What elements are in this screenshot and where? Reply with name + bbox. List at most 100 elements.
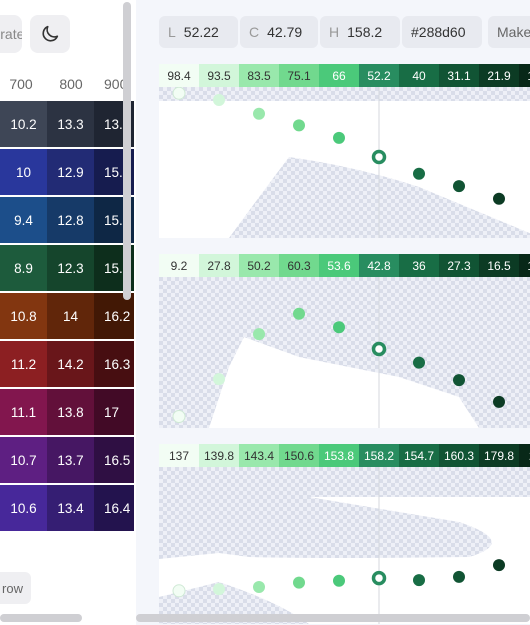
chroma-swatch-value[interactable]: 27.8: [199, 254, 239, 277]
hue-swatch-value[interactable]: 210: [519, 444, 530, 467]
hue-swatch-value[interactable]: 154.7: [399, 444, 439, 467]
chroma-swatch-value[interactable]: 16.5: [479, 254, 519, 277]
chroma-plot[interactable]: [159, 277, 530, 428]
hue-point: [293, 576, 305, 589]
lightness-key: L: [168, 24, 176, 40]
chroma-swatch-value[interactable]: 42.8: [359, 254, 399, 277]
lightness-value: 52.22: [183, 24, 219, 40]
palette-cell[interactable]: 13.4: [47, 485, 94, 531]
chroma-swatch-value[interactable]: 36: [399, 254, 439, 277]
palette-cell[interactable]: 10.7: [0, 437, 47, 483]
palette-cell[interactable]: 16.3: [94, 341, 134, 387]
palette-cell[interactable]: 8.9: [0, 245, 47, 291]
hue-point-selected: [371, 570, 387, 586]
palette-cell[interactable]: 16.2: [94, 293, 134, 339]
lightness-swatch-value[interactable]: 21.9: [479, 64, 519, 87]
lightness-out-of-gamut-area: [159, 87, 530, 238]
palette-cell[interactable]: 11.2: [0, 341, 47, 387]
lightness-point: [493, 192, 505, 205]
palette-cell[interactable]: 12.9: [47, 149, 94, 195]
column-header-900: 900: [104, 76, 128, 92]
lightness-swatch-value[interactable]: 14.4: [519, 64, 530, 87]
hue-swatch-value[interactable]: 143.4: [239, 444, 279, 467]
chroma-swatch-value[interactable]: 53.6: [319, 254, 359, 277]
theme-toggle-button[interactable]: [30, 15, 70, 53]
palette-cell[interactable]: 14.2: [47, 341, 94, 387]
hue-swatch-value[interactable]: 160.3: [439, 444, 479, 467]
lightness-point: [293, 119, 305, 132]
palette-cell[interactable]: 10.2: [0, 101, 47, 147]
palette-horizontal-scrollbar[interactable]: [0, 614, 82, 622]
hue-swatch-value[interactable]: 139.8: [199, 444, 239, 467]
hue-chart-card: 137 139.8 143.4 150.6 153.8 158.2 154.7 160.3 17…: [159, 444, 530, 624]
add-row-button[interactable]: Add row: [0, 572, 31, 604]
palette-cell[interactable]: 13.7: [47, 437, 94, 483]
chroma-point: [253, 328, 265, 341]
palette-cell[interactable]: 10.8: [0, 293, 47, 339]
lightness-swatch-value[interactable]: 31.1: [439, 64, 479, 87]
palette-cell[interactable]: 17: [94, 389, 134, 435]
chroma-swatch-value[interactable]: 50.2: [239, 254, 279, 277]
chroma-point-selected: [371, 341, 387, 357]
lightness-point: [453, 180, 465, 193]
lightness-swatch-value[interactable]: 40: [399, 64, 439, 87]
moon-icon: [42, 25, 59, 42]
palette-cell[interactable]: 10.6: [0, 485, 47, 531]
column-header-700: 700: [9, 76, 33, 92]
lightness-swatch-value[interactable]: 66: [319, 64, 359, 87]
hue-point: [333, 574, 345, 587]
hue-swatch-value[interactable]: 137: [159, 444, 199, 467]
chroma-field[interactable]: C 42.79: [240, 16, 318, 48]
chroma-swatch-value[interactable]: 60.3: [279, 254, 319, 277]
chroma-key: C: [249, 24, 260, 40]
chroma-swatch-value[interactable]: 10.4: [519, 254, 530, 277]
palette-cell[interactable]: 11.1: [0, 389, 47, 435]
lightness-swatch-value[interactable]: 75.1: [279, 64, 319, 87]
make-button[interactable]: Make: [488, 16, 530, 48]
column-header-800: 800: [59, 76, 83, 92]
palette-cell[interactable]: 16.4: [94, 485, 134, 531]
palette-cell[interactable]: 14: [47, 293, 94, 339]
hex-value: #288d60: [411, 24, 466, 40]
palette-cell[interactable]: 10: [0, 149, 47, 195]
hue-swatch-value[interactable]: 158.2: [359, 444, 399, 467]
palette-cell[interactable]: 13.3: [47, 101, 94, 147]
lightness-swatch-value[interactable]: 52.2: [359, 64, 399, 87]
add-row-label: Add row: [0, 580, 23, 596]
palette-panel: Generate 700 800 900 10.213.313.41012.91…: [0, 0, 136, 625]
palette-cell[interactable]: 12.8: [47, 197, 94, 243]
lightness-point: [213, 93, 225, 106]
hue-value: 158.2: [347, 24, 383, 40]
palette-cell[interactable]: 12.3: [47, 245, 94, 291]
lightness-point-selected: [371, 149, 387, 165]
generate-button[interactable]: Generate: [0, 15, 22, 53]
chroma-swatch-value[interactable]: 9.2: [159, 254, 199, 277]
lightness-plot[interactable]: [159, 87, 530, 238]
chroma-point: [453, 374, 465, 387]
hue-plot[interactable]: [159, 467, 530, 624]
hue-value-strip: 137 139.8 143.4 150.6 153.8 158.2 154.7 160.3 17…: [159, 444, 530, 467]
lightness-swatch-value[interactable]: 98.4: [159, 64, 199, 87]
palette-cell[interactable]: 9.4: [0, 197, 47, 243]
lightness-swatch-value[interactable]: 83.5: [239, 64, 279, 87]
chroma-swatch-value[interactable]: 27.3: [439, 254, 479, 277]
palette-cell[interactable]: 16.5: [94, 437, 134, 483]
hex-field[interactable]: #288d60: [402, 16, 482, 48]
vertical-scrollbar[interactable]: [123, 2, 131, 300]
hue-swatch-value[interactable]: 153.8: [319, 444, 359, 467]
lightness-swatch-value[interactable]: 93.5: [199, 64, 239, 87]
chroma-point: [333, 321, 345, 334]
lightness-point: [413, 167, 425, 180]
chroma-point: [493, 395, 505, 408]
palette-cell[interactable]: 13.8: [47, 389, 94, 435]
lightness-field[interactable]: L 52.22: [159, 16, 238, 48]
editor-horizontal-scrollbar[interactable]: [136, 614, 530, 622]
chroma-point: [172, 410, 186, 424]
hue-swatch-value[interactable]: 150.6: [279, 444, 319, 467]
hue-field[interactable]: H 158.2: [320, 16, 400, 48]
hue-swatch-value[interactable]: 179.8: [479, 444, 519, 467]
